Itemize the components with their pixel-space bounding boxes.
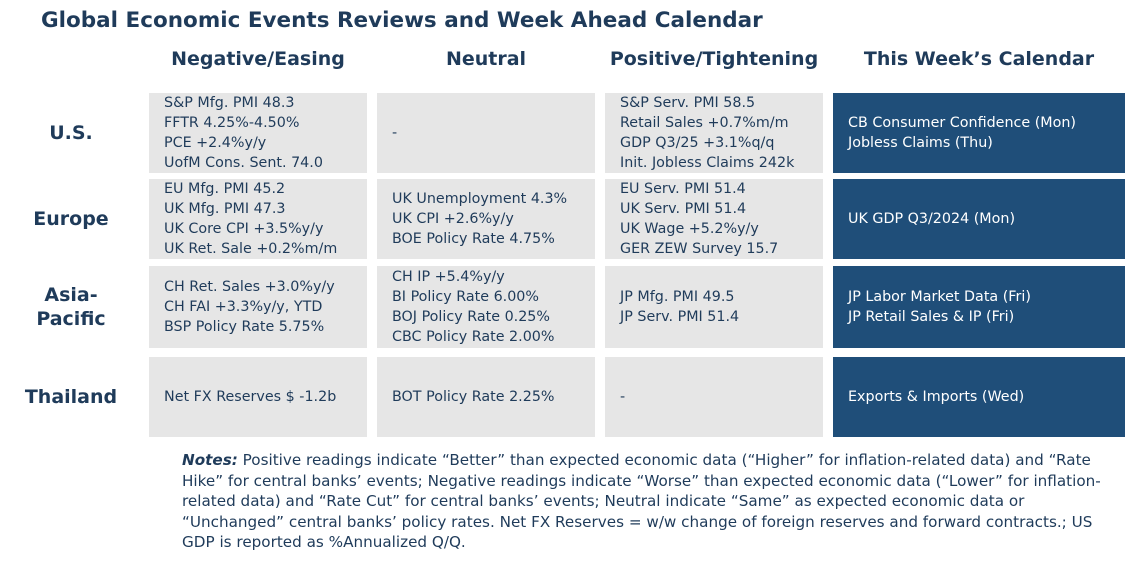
cell-line: EU Serv. PMI 51.4 (620, 181, 746, 197)
cell-asia-positive: JP Mfg. PMI 49.5 JP Serv. PMI 51.4 (605, 266, 823, 348)
cell-line: GDP Q3/25 +3.1%q/q (620, 135, 775, 151)
cell-line: BSP Policy Rate 5.75% (164, 319, 325, 335)
cell-line: EU Mfg. PMI 45.2 (164, 181, 286, 197)
cell-us-neutral: - (377, 93, 595, 173)
cell-line: JP Labor Market Data (Fri) (848, 289, 1031, 305)
cell-line: JP Retail Sales & IP (Fri) (848, 309, 1015, 325)
cell-line: Exports & Imports (Wed) (848, 389, 1025, 405)
cell-europe-neutral: UK Unemployment 4.3% UK CPI +2.6%y/y BOE P… (377, 179, 595, 259)
cell-line: Retail Sales +0.7%m/m (620, 115, 789, 131)
row-label-us: U.S. (49, 122, 93, 144)
cell-line: UK Mfg. PMI 47.3 (164, 201, 286, 217)
cell-line: UK Wage +5.2%y/y (620, 221, 759, 237)
cell-line: UK CPI +2.6%y/y (392, 211, 514, 227)
cell-asia-negative: CH Ret. Sales +3.0%y/y CH FAI +3.3%y/y, Y… (149, 266, 367, 348)
cell-line: Init. Jobless Claims 242k (620, 155, 795, 171)
cell-thailand-neutral: BOT Policy Rate 2.25% (377, 357, 595, 437)
cell-europe-negative: EU Mfg. PMI 45.2 UK Mfg. PMI 47.3 UK Core … (149, 179, 367, 259)
cell-thailand-negative: Net FX Reserves $ -1.2b (149, 357, 367, 437)
cell-asia-calendar: JP Labor Market Data (Fri) JP Retail Sale… (833, 266, 1125, 348)
cell-europe-calendar: UK GDP Q3/2024 (Mon) (833, 179, 1125, 259)
cell-line: UK Core CPI +3.5%y/y (164, 221, 324, 237)
cell-line: JP Serv. PMI 51.4 (620, 309, 740, 325)
cell-us-positive: S&P Serv. PMI 58.5 Retail Sales +0.7%m/m G… (605, 93, 823, 173)
row-label-asia-pacific-line-2: Pacific (36, 308, 106, 330)
cell-us-negative: S&P Mfg. PMI 48.3 FFTR 4.25%-4.50% PCE +2.… (149, 93, 367, 173)
cell-line: PCE +2.4%y/y (164, 135, 267, 151)
cell-line: BOT Policy Rate 2.25% (392, 389, 555, 405)
cell-line: BI Policy Rate 6.00% (392, 289, 539, 305)
cell-line: Jobless Claims (Thu) (848, 135, 993, 151)
cell-line: BOJ Policy Rate 0.25% (392, 309, 550, 325)
cell-us-calendar: CB Consumer Confidence (Mon) Jobless Clai… (833, 93, 1125, 173)
cell-line: JP Mfg. PMI 49.5 (620, 289, 735, 305)
cell-line: S&P Mfg. PMI 48.3 (164, 95, 295, 111)
cell-thailand-calendar: Exports & Imports (Wed) (833, 357, 1125, 437)
cell-europe-positive: EU Serv. PMI 51.4 UK Serv. PMI 51.4 UK Wag… (605, 179, 823, 259)
cell-thailand-positive: - (605, 357, 823, 437)
cell-line: CH Ret. Sales +3.0%y/y (164, 279, 335, 295)
cell-line: CH IP +5.4%y/y (392, 269, 505, 285)
notes: Notes: Positive readings indicate “Bette… (182, 450, 1112, 553)
cell-line: Net FX Reserves $ -1.2b (164, 389, 337, 405)
notes-text: Positive readings indicate “Better” than… (182, 451, 1101, 551)
row-label-asia-pacific: Asia- Pacific (0, 266, 142, 348)
cell-line: BOE Policy Rate 4.75% (392, 231, 555, 247)
cell-line: S&P Serv. PMI 58.5 (620, 95, 756, 111)
cell-line: - (392, 125, 398, 141)
row-label-thailand: Thailand (24, 386, 118, 408)
row-label-europe: Europe (33, 208, 109, 230)
row-label-asia-pacific-line-1: Asia- (44, 284, 98, 306)
cell-asia-neutral: CH IP +5.4%y/y BI Policy Rate 6.00% BOJ Po… (377, 266, 595, 348)
cell-line: CB Consumer Confidence (Mon) (848, 115, 1077, 131)
cell-line: GER ZEW Survey 15.7 (620, 241, 779, 257)
column-header-calendar: This Week’s Calendar (863, 48, 1095, 70)
cell-line: UK Serv. PMI 51.4 (620, 201, 747, 217)
cell-line: CBC Policy Rate 2.00% (392, 329, 555, 345)
cell-line: - (620, 389, 626, 405)
column-header-neutral: Neutral (445, 48, 527, 70)
page-title: Global Economic Events Reviews and Week … (41, 8, 763, 33)
cell-line: FFTR 4.25%-4.50% (164, 115, 300, 131)
column-header-negative: Negative/Easing (171, 48, 345, 70)
cell-line: UK Ret. Sale +0.2%m/m (164, 241, 338, 257)
cell-line: UK Unemployment 4.3% (392, 191, 568, 207)
notes-label: Notes: (182, 451, 238, 469)
cell-line: UofM Cons. Sent. 74.0 (164, 155, 323, 171)
cell-line: CH FAI +3.3%y/y, YTD (164, 299, 323, 315)
column-header-positive: Positive/Tightening (609, 48, 819, 70)
cell-line: UK GDP Q3/2024 (Mon) (848, 211, 1016, 227)
